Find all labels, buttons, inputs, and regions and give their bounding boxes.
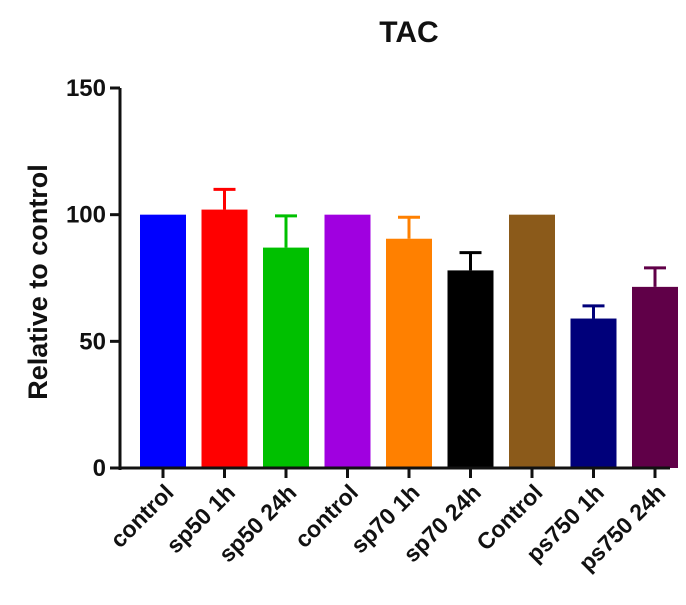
- y-tick-label: 50: [79, 328, 106, 355]
- y-tick-label: 0: [93, 455, 106, 482]
- bar: [201, 209, 248, 468]
- bar: [509, 214, 555, 468]
- bar: [570, 318, 617, 468]
- bar: [386, 238, 432, 468]
- y-axis: 0 50 100 150: [66, 75, 122, 482]
- bar: [632, 286, 678, 468]
- bar: [447, 270, 494, 468]
- y-axis-label: Relative to control: [23, 164, 53, 400]
- bar: [263, 247, 309, 468]
- bar: [324, 214, 371, 468]
- bars: [140, 187, 678, 468]
- chart-title: TAC: [379, 16, 438, 49]
- bar: [140, 214, 186, 468]
- y-tick-label: 100: [66, 202, 106, 229]
- y-tick-label: 150: [66, 75, 106, 102]
